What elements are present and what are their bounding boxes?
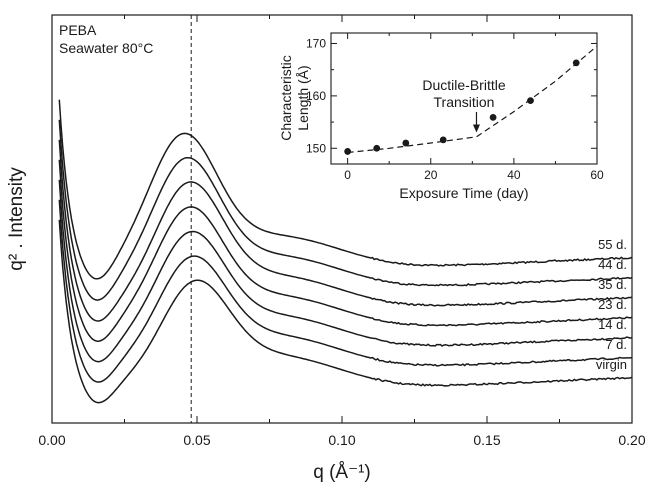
main-x-ticks: 0.00 0.05 0.10 0.15 0.20	[38, 15, 646, 448]
inset-data-point	[344, 148, 352, 155]
curve-label: 23 d.	[598, 297, 627, 312]
inset-frame	[330, 32, 598, 165]
inset-x-axis-label: Exposure Time (day)	[399, 185, 528, 201]
curve-labels: 55 d. 44 d. 35 d. 23 d. 14 d. 7 d. virgin	[596, 237, 627, 372]
inset-y-tick-label: 150	[306, 141, 326, 155]
inset-data-point	[572, 59, 580, 67]
curve-23-d	[58, 159, 632, 342]
curve-label: 44 d.	[598, 257, 627, 272]
inset-data-point	[373, 144, 381, 152]
inset-annotation-line-1: Ductile-Brittle	[422, 77, 505, 93]
curve-label: 35 d.	[598, 277, 627, 292]
inset-background	[330, 30, 620, 188]
inset-data-point	[402, 139, 410, 147]
inset-data-point	[489, 113, 497, 121]
inset-x-tick-label: 20	[424, 168, 438, 182]
curve-label: 14 d.	[598, 317, 627, 332]
curve-14-d	[58, 179, 632, 363]
main-x-axis-label: q (Å⁻¹)	[313, 462, 371, 483]
curve-label: virgin	[596, 357, 627, 372]
main-x-tick-label: 0.20	[618, 432, 645, 448]
inset-x-tick-label: 60	[590, 168, 604, 182]
main-x-tick-label: 0.00	[38, 432, 65, 448]
main-curves	[58, 99, 632, 404]
inset-trend-line	[347, 45, 598, 154]
inset-y-axis-label-line-2: Length (Å)	[295, 65, 311, 130]
corner-annotation-line-1: PEBA	[59, 22, 97, 38]
inset-points	[344, 59, 580, 155]
inset-ticks: 0 20 40 60 150 160 170	[306, 33, 604, 182]
inset-annotation-line-2: Transition	[434, 94, 495, 110]
inset-x-tick-label: 0	[344, 168, 351, 182]
main-y-axis-label: q² . Intensity	[6, 167, 27, 271]
inset-y-tick-label: 160	[306, 89, 326, 103]
inset-data-point	[527, 97, 534, 104]
curve-44-d	[58, 119, 632, 301]
main-x-tick-label: 0.10	[328, 432, 355, 448]
curve-7-d	[58, 199, 632, 383]
curve-35-d	[58, 139, 632, 322]
corner-annotation-line-2: Seawater 80°C	[59, 40, 153, 56]
main-x-tick-label: 0.05	[183, 432, 210, 448]
inset-x-tick-label: 40	[507, 168, 521, 182]
main-x-tick-label: 0.15	[473, 432, 500, 448]
curve-label: 7 d.	[605, 337, 627, 352]
annotation-arrow-head	[472, 124, 480, 133]
curve-55-d	[58, 99, 632, 280]
curve-label: 55 d.	[598, 237, 627, 252]
inset-data-point	[439, 136, 447, 144]
inset-y-tick-label: 170	[306, 36, 326, 50]
curve-virgin	[58, 219, 632, 404]
inset-y-axis-label-line-1: Characteristic	[278, 55, 294, 141]
